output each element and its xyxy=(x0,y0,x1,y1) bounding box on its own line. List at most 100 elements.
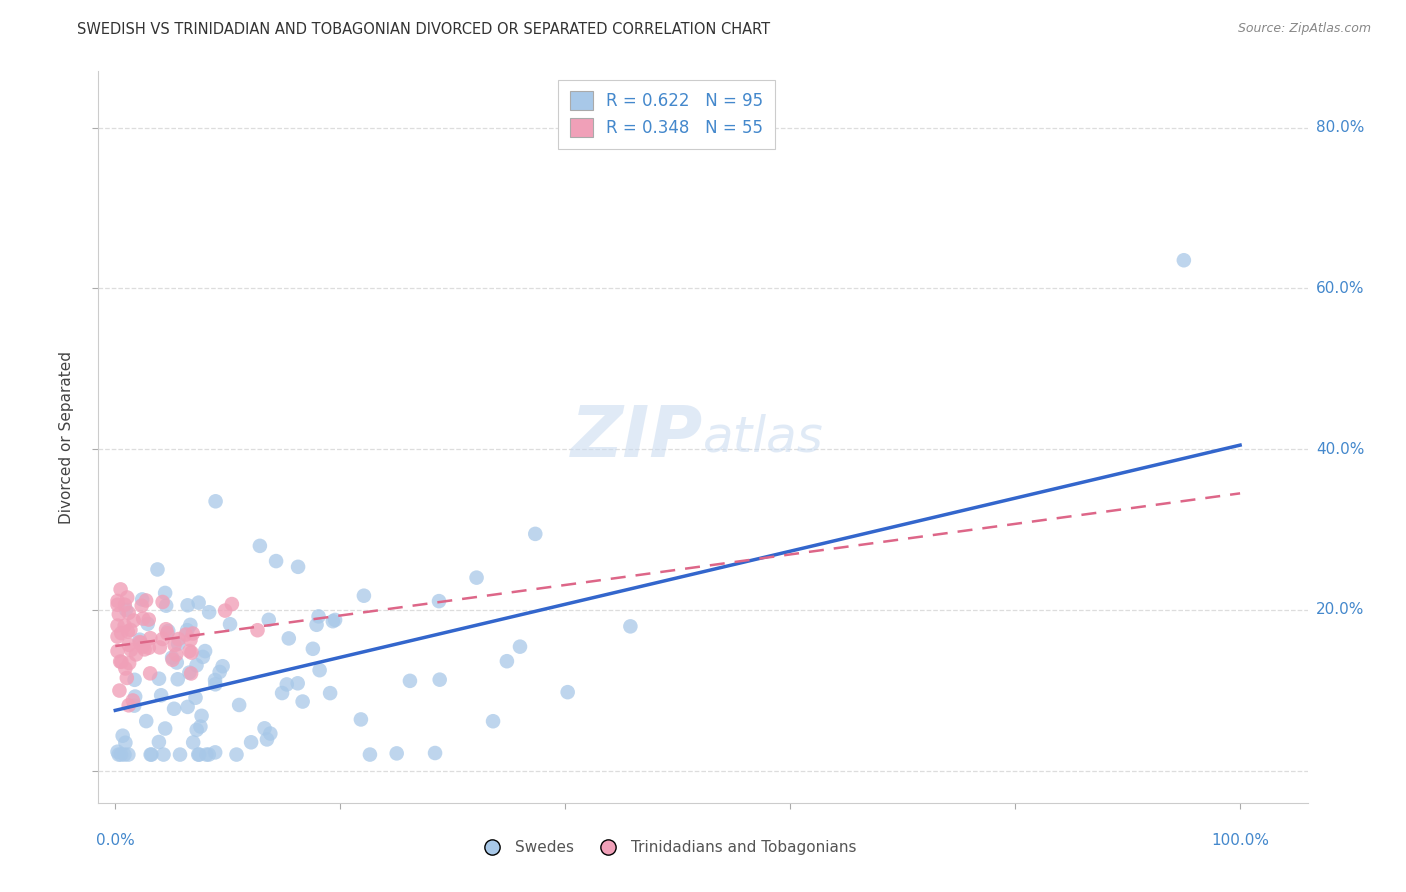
Point xyxy=(166,656,188,670)
Point xyxy=(139,747,162,762)
Point xyxy=(155,599,177,613)
Point xyxy=(557,685,579,699)
Point xyxy=(319,686,342,700)
Point xyxy=(264,554,287,568)
Point xyxy=(167,632,190,646)
Point xyxy=(619,619,641,633)
Point xyxy=(353,589,375,603)
Point xyxy=(148,672,170,686)
Point xyxy=(181,626,204,640)
Point xyxy=(128,632,150,647)
Point xyxy=(153,586,176,600)
Text: 0.0%: 0.0% xyxy=(96,833,135,848)
Point xyxy=(225,747,247,762)
Point xyxy=(187,596,209,610)
Point xyxy=(155,622,177,636)
Point xyxy=(138,640,160,655)
Point xyxy=(429,673,451,687)
Legend: Swedes, Trinidadians and Tobagonians: Swedes, Trinidadians and Tobagonians xyxy=(471,834,862,861)
Point xyxy=(141,747,163,762)
Point xyxy=(180,646,202,660)
Text: 60.0%: 60.0% xyxy=(1316,281,1364,296)
Point xyxy=(132,640,155,654)
Point xyxy=(117,747,139,762)
Point xyxy=(249,539,271,553)
Point xyxy=(107,644,129,658)
Point xyxy=(152,632,174,646)
Point xyxy=(122,614,145,628)
Point xyxy=(139,631,162,645)
Point xyxy=(198,747,221,762)
Point xyxy=(465,571,488,585)
Point xyxy=(110,747,132,762)
Point xyxy=(146,562,169,576)
Point xyxy=(176,599,198,613)
Point xyxy=(166,672,188,686)
Point xyxy=(385,747,408,761)
Point xyxy=(198,605,221,619)
Point xyxy=(162,653,184,667)
Point xyxy=(118,698,141,713)
Point xyxy=(114,736,136,750)
Text: 80.0%: 80.0% xyxy=(1316,120,1364,135)
Point xyxy=(1173,253,1195,268)
Point xyxy=(180,666,202,681)
Text: 40.0%: 40.0% xyxy=(1316,442,1364,457)
Text: 20.0%: 20.0% xyxy=(1316,602,1364,617)
Text: 100.0%: 100.0% xyxy=(1211,833,1270,848)
Point xyxy=(160,650,183,665)
Point xyxy=(115,603,138,617)
Point xyxy=(149,640,172,655)
Point xyxy=(156,626,179,640)
Point xyxy=(108,683,131,698)
Point xyxy=(114,619,136,633)
Point xyxy=(118,656,141,670)
Point xyxy=(163,702,186,716)
Point xyxy=(219,617,242,632)
Point xyxy=(228,698,250,712)
Point xyxy=(107,630,129,644)
Point xyxy=(124,690,146,704)
Point xyxy=(128,635,150,649)
Point xyxy=(111,729,134,743)
Point xyxy=(399,673,422,688)
Point xyxy=(423,746,446,760)
Point xyxy=(114,598,136,612)
Point xyxy=(271,686,294,700)
Point xyxy=(122,698,145,713)
Point xyxy=(257,613,280,627)
Point xyxy=(190,720,212,734)
Point xyxy=(136,616,159,631)
Point xyxy=(253,722,276,736)
Point xyxy=(131,592,153,607)
Point xyxy=(125,648,148,662)
Text: SWEDISH VS TRINIDADIAN AND TOBAGONIAN DIVORCED OR SEPARATED CORRELATION CHART: SWEDISH VS TRINIDADIAN AND TOBAGONIAN DI… xyxy=(77,22,770,37)
Point xyxy=(150,688,173,702)
Point xyxy=(350,713,373,727)
Point xyxy=(308,663,330,677)
Point xyxy=(204,494,226,508)
Point xyxy=(165,648,187,662)
Point xyxy=(524,527,547,541)
Point xyxy=(287,676,309,690)
Point xyxy=(179,632,201,647)
Point xyxy=(246,624,269,638)
Point xyxy=(302,641,325,656)
Point xyxy=(186,658,208,673)
Point xyxy=(276,677,298,691)
Point xyxy=(204,673,226,687)
Point xyxy=(121,693,143,707)
Point xyxy=(131,599,153,613)
Point xyxy=(153,722,176,736)
Point xyxy=(152,747,174,762)
Point xyxy=(167,637,190,651)
Point xyxy=(482,714,505,729)
Point xyxy=(323,613,346,627)
Point xyxy=(107,618,129,632)
Point xyxy=(107,745,129,759)
Point xyxy=(139,666,162,681)
Point xyxy=(204,677,226,691)
Text: atlas: atlas xyxy=(703,413,824,461)
Point xyxy=(214,604,236,618)
Point xyxy=(179,644,201,658)
